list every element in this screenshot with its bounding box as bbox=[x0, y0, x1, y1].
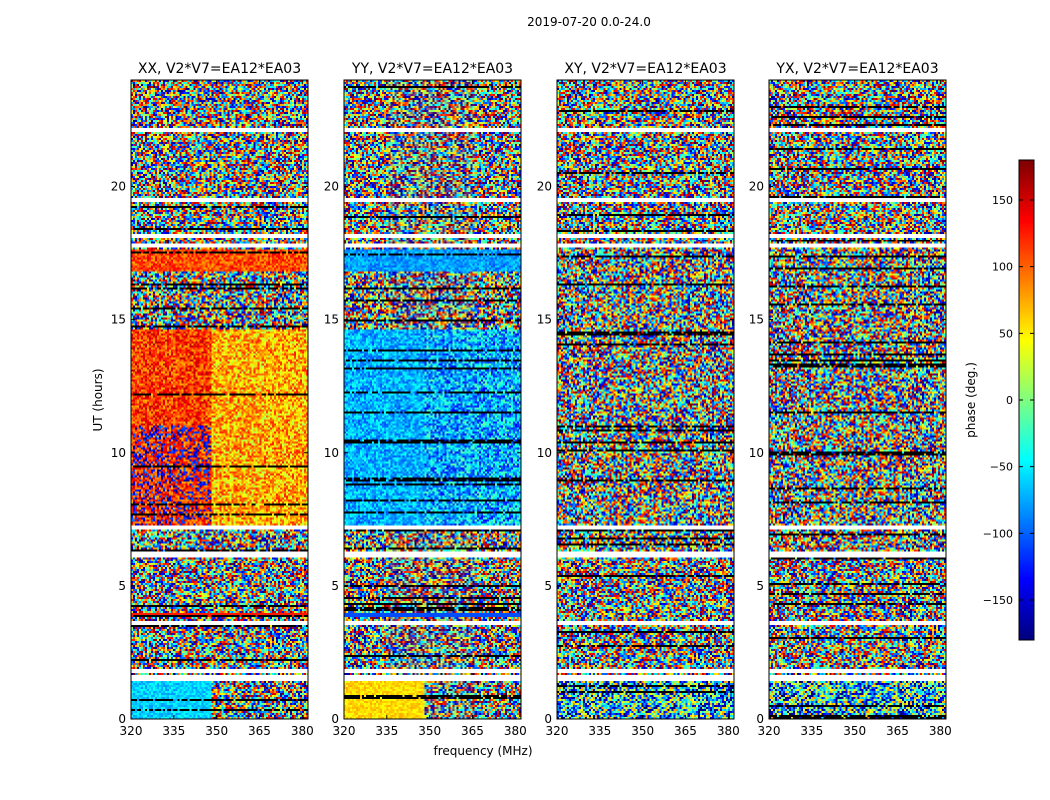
panel-title: YY, V2*V7=EA12*EA03 bbox=[351, 61, 513, 77]
panel-heatmap-image bbox=[344, 80, 521, 719]
panel-title: XX, V2*V7=EA12*EA03 bbox=[138, 61, 301, 77]
x-tick-label: 365 bbox=[674, 724, 697, 738]
panel-yy-1: YY, V2*V7=EA12*EA03 320 335 350 365 380 0 5 10 15… bbox=[324, 61, 527, 738]
x-tick-label: 350 bbox=[418, 724, 441, 738]
x-tick-label: 320 bbox=[120, 724, 143, 738]
panel-title: XY, V2*V7=EA12*EA03 bbox=[564, 61, 726, 77]
y-tick-label: 20 bbox=[749, 180, 764, 194]
panel-title: YX, V2*V7=EA12*EA03 bbox=[775, 61, 938, 77]
y-tick-label: 15 bbox=[324, 313, 339, 327]
panel-frame bbox=[130, 79, 309, 720]
x-tick-label: 320 bbox=[546, 724, 569, 738]
x-tick-label: 350 bbox=[843, 724, 866, 738]
panel-noise-3: YX, V2*V7=EA12*EA03 320 335 350 365 380 0 5 10 15… bbox=[749, 61, 952, 738]
colorbar: 150 100 50 0 −50 −100 −150 bbox=[983, 159, 1035, 641]
panel-heatmap-image bbox=[131, 80, 308, 719]
y-tick-label: 0 bbox=[118, 712, 126, 726]
panel-heatmap-image bbox=[769, 80, 946, 719]
y-tick-label: 0 bbox=[544, 712, 552, 726]
x-tick-label: 380 bbox=[717, 724, 740, 738]
colorbar-gradient bbox=[1019, 160, 1034, 640]
x-axis-label: frequency (MHz) bbox=[433, 744, 532, 758]
y-tick-label: 20 bbox=[111, 180, 126, 194]
x-tick-label: 335 bbox=[375, 724, 398, 738]
y-tick-label: 5 bbox=[756, 579, 764, 593]
panel-heatmap-image bbox=[557, 80, 734, 719]
y-tick-label: 15 bbox=[537, 313, 552, 327]
y-tick-label: 10 bbox=[749, 446, 764, 460]
figure-title: 2019-07-20 0.0-24.0 bbox=[527, 15, 651, 29]
x-tick-label: 335 bbox=[588, 724, 611, 738]
y-tick-label: 15 bbox=[111, 313, 126, 327]
x-tick-label: 335 bbox=[162, 724, 185, 738]
x-tick-label: 380 bbox=[929, 724, 952, 738]
colorbar-tick-label: 50 bbox=[999, 327, 1013, 340]
panel-xx-0: XX, V2*V7=EA12*EA03 320 335 350 365 380 0 5 10 15… bbox=[111, 61, 314, 738]
y-tick-label: 20 bbox=[324, 180, 339, 194]
x-tick-label: 320 bbox=[333, 724, 356, 738]
y-axis-label: UT (hours) bbox=[91, 368, 105, 431]
panel-frame bbox=[556, 79, 735, 720]
colorbar-tick-label: −50 bbox=[990, 461, 1013, 474]
panel-noise-2: XY, V2*V7=EA12*EA03 320 335 350 365 380 0 5 10 15… bbox=[537, 61, 740, 738]
y-tick-label: 5 bbox=[118, 579, 126, 593]
colorbar-tick-label: 100 bbox=[992, 261, 1013, 274]
x-tick-label: 350 bbox=[205, 724, 228, 738]
colorbar-label: phase (deg.) bbox=[964, 362, 978, 438]
panel-frame bbox=[768, 79, 947, 720]
x-tick-label: 365 bbox=[886, 724, 909, 738]
y-tick-label: 10 bbox=[111, 446, 126, 460]
x-tick-label: 335 bbox=[800, 724, 823, 738]
y-tick-label: 5 bbox=[544, 579, 552, 593]
colorbar-tick-label: 150 bbox=[992, 194, 1013, 207]
panels-group: XX, V2*V7=EA12*EA03 320 335 350 365 380 0 5 10 15… bbox=[111, 61, 952, 738]
y-tick-label: 20 bbox=[537, 180, 552, 194]
y-tick-label: 0 bbox=[756, 712, 764, 726]
x-tick-label: 320 bbox=[758, 724, 781, 738]
y-tick-label: 15 bbox=[749, 313, 764, 327]
x-tick-label: 380 bbox=[291, 724, 314, 738]
y-tick-label: 5 bbox=[331, 579, 339, 593]
y-tick-label: 0 bbox=[331, 712, 339, 726]
colorbar-tick-label: −150 bbox=[983, 594, 1013, 607]
y-tick-label: 10 bbox=[537, 446, 552, 460]
x-tick-label: 380 bbox=[504, 724, 527, 738]
colorbar-tick-label: −100 bbox=[983, 527, 1013, 540]
x-tick-label: 350 bbox=[631, 724, 654, 738]
y-tick-label: 10 bbox=[324, 446, 339, 460]
x-tick-label: 365 bbox=[248, 724, 271, 738]
x-tick-label: 365 bbox=[461, 724, 484, 738]
colorbar-tick-label: 0 bbox=[1006, 394, 1013, 407]
panel-frame bbox=[343, 79, 522, 720]
